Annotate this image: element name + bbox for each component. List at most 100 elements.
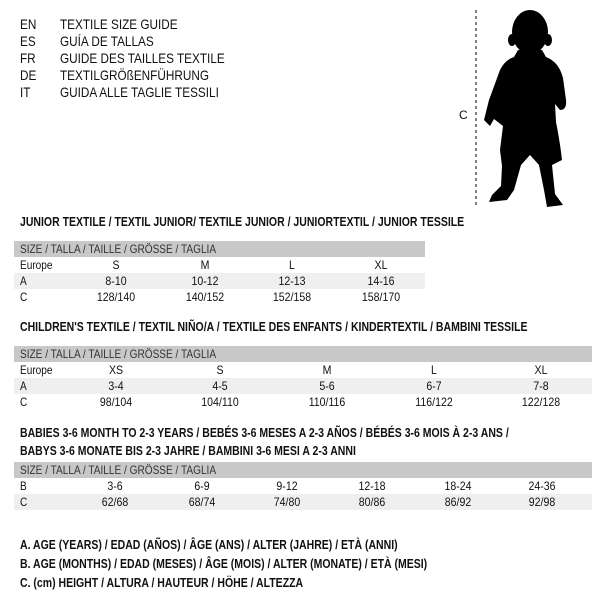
table-cell: XL [374,257,389,273]
table-cell-value: 24-36 [528,479,556,493]
table-cell-value: 5-6 [319,379,335,393]
table-cell: 110/116 [306,394,348,410]
table-header: SIZE / TALLA / TAILLE / GRÖSSE / TAGLIA [14,346,592,362]
table-row: Europe XS S M L XL [14,362,592,378]
table-cell: 6-9 [193,478,210,494]
table-cell-value: 86/92 [444,495,472,509]
table-cell: M [200,257,210,273]
table-cell: L [431,362,438,378]
table-cell-value: 122/128 [521,395,561,409]
table-cell-value: S [112,258,120,272]
table-cell-value: 116/122 [415,395,453,409]
table-cell-value: 110/116 [308,395,346,409]
table-row: Europe S M L XL [14,257,425,273]
table-header: SIZE / TALLA / TAILLE / GRÖSSE / TAGLIA [14,462,592,478]
table-cell: 3-6 [106,478,123,494]
table-cell: XL [534,362,549,378]
guide-title: GUÍA DE TALLAS [60,33,154,49]
table-cell: 9-12 [275,478,299,494]
table-cell-value: 98/104 [99,395,133,409]
header-label: SIZE / TALLA / TAILLE / GRÖSSE / TAGLIA [20,463,217,477]
table-cell-value: M [200,258,210,272]
size-table: SIZE / TALLA / TAILLE / GRÖSSE / TAGLIA B… [14,462,592,510]
table-header: SIZE / TALLA / TAILLE / GRÖSSE / TAGLIA [14,241,425,257]
row-label: A [20,274,27,288]
language-code: EN [20,16,37,32]
table-cell-value: L [431,363,437,377]
row-label: Europe [20,363,53,377]
row-label: A [20,379,27,393]
size-table: SIZE / TALLA / TAILLE / GRÖSSE / TAGLIA E… [14,346,592,410]
table-cell: 98/104 [98,394,135,410]
guide-title: TEXTILE SIZE GUIDE [60,16,178,32]
table-cell: 140/152 [183,289,226,305]
height-measure-label: C [459,108,468,122]
baby-silhouette-icon [484,10,567,207]
table-cell: 104/110 [199,394,242,410]
table-row: C 62/68 68/74 74/80 80/86 86/92 92/98 [14,494,592,510]
guide-title: TEXTILGRÖßENFÜHRUNG [60,67,209,83]
table-cell: 158/170 [359,289,402,305]
legend-text: C. (cm) HEIGHT / ALTURA / HAUTEUR / HÖHE… [20,576,304,590]
table-cell: 128/140 [94,289,137,305]
table-cell-value: 7-8 [533,379,549,393]
language-code: IT [20,84,31,100]
table-cell-value: M [322,363,332,377]
header-label: SIZE / TALLA / TAILLE / GRÖSSE / TAGLIA [20,347,217,361]
table-cell-value: 68/74 [188,495,216,509]
legend-text: B. AGE (MONTHS) / EDAD (MESES) / ÂGE (MO… [20,557,428,571]
table-cell: 68/74 [187,494,217,510]
table-row: C 128/140 140/152 152/158 158/170 [14,289,425,305]
legend-item: C. (cm) HEIGHT / ALTURA / HAUTEUR / HÖHE… [20,574,357,593]
table-cell-value: 8-10 [105,274,127,288]
table-cell: 8-10 [104,273,128,289]
row-label: B [20,479,27,493]
language-code: DE [20,67,37,83]
table-cell: S [112,257,120,273]
guide-title: GUIDE DES TAILLES TEXTILE [60,50,225,66]
table-cell-value: 9-12 [276,479,298,493]
table-cell-value: 104/110 [201,395,239,409]
size-table: SIZE / TALLA / TAILLE / GRÖSSE / TAGLIA E… [14,241,425,305]
section-title-text: BABIES 3-6 MONTH TO 2-3 YEARS / BEBÉS 3-… [20,426,509,440]
table-cell: 6-7 [425,378,442,394]
table-cell-value: 80/86 [358,495,386,509]
table-cell: 7-8 [532,378,549,394]
table-cell: 62/68 [100,494,130,510]
table-cell: 12-18 [357,478,388,494]
row-label: C [20,395,28,409]
section-title-text: BABYS 3-6 MONATE BIS 2-3 JAHRE / BAMBINI… [20,444,356,458]
table-cell-value: 92/98 [528,495,556,509]
table-cell: 86/92 [443,494,473,510]
table-cell-value: 6-7 [426,379,442,393]
table-cell-value: 152/158 [272,290,312,304]
table-cell-value: 14-16 [367,274,395,288]
table-cell: 24-36 [527,478,558,494]
table-cell: 5-6 [318,378,335,394]
language-code: FR [20,50,36,66]
table-cell-value: XL [534,363,548,377]
legend-item: A. AGE (YEARS) / EDAD (AÑOS) / ÂGE (ANS)… [20,536,470,555]
table-cell: 18-24 [443,478,474,494]
table-cell-value: 3-6 [107,479,123,493]
table-cell-value: 18-24 [444,479,472,493]
table-cell-value: S [216,363,224,377]
language-code: ES [20,33,36,49]
section-title-text: CHILDREN'S TEXTILE / TEXTIL NIÑO/A / TEX… [20,320,528,334]
table-cell: 14-16 [366,273,397,289]
section-title: BABYS 3-6 MONATE BIS 2-3 JAHRE / BAMBINI… [20,443,420,460]
row-label: C [20,290,28,304]
row-label: Europe [20,258,53,272]
legend-text: A. AGE (YEARS) / EDAD (AÑOS) / ÂGE (ANS)… [20,538,398,552]
guide-title: GUIDA ALLE TAGLIE TESSILI [60,84,219,100]
row-label: C [20,495,28,509]
table-cell: 80/86 [357,494,387,510]
table-cell-value: 158/170 [361,290,401,304]
table-cell: 152/158 [270,289,313,305]
table-cell-value: 12-18 [358,479,386,493]
table-cell: 10-12 [190,273,221,289]
table-row: C 98/104 104/110 110/116 116/122 122/128 [14,394,592,410]
table-row: B 3-6 6-9 9-12 12-18 18-24 24-36 [14,478,592,494]
baby-height-figure: C [459,10,567,207]
table-cell: XS [108,362,124,378]
